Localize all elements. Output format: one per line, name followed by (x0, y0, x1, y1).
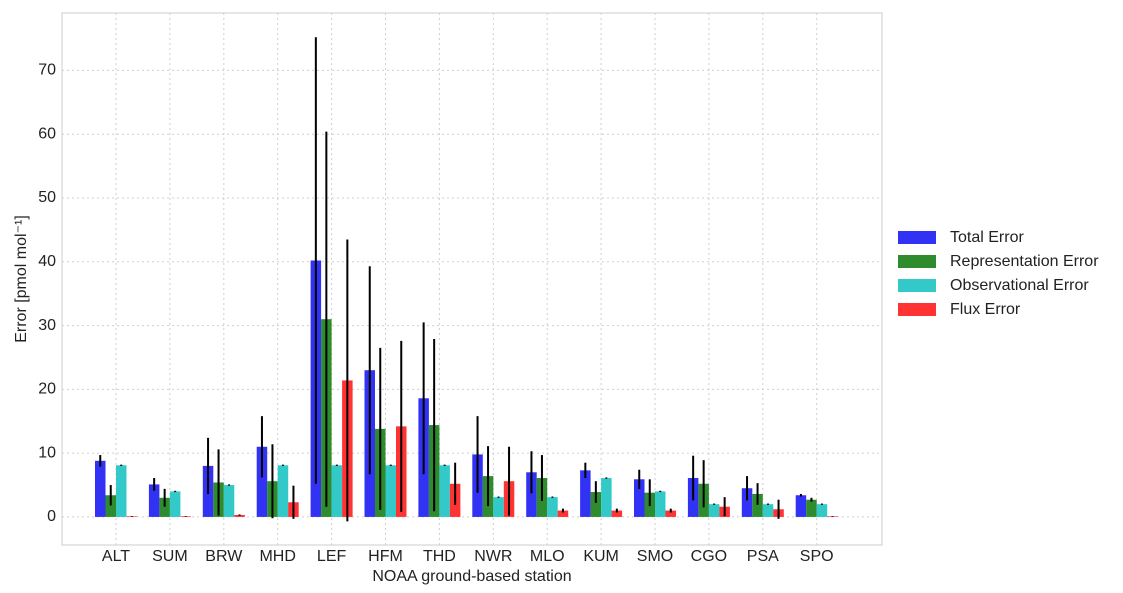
legend-swatch (898, 231, 936, 244)
bar (277, 465, 289, 517)
bar (256, 446, 268, 517)
y-tick-label: 0 (47, 508, 56, 525)
x-tick-label: SMO (637, 548, 673, 565)
legend-label: Representation Error (950, 253, 1099, 270)
y-tick-label: 70 (38, 62, 56, 79)
bar (385, 465, 396, 517)
bar (580, 470, 591, 517)
x-tick-label: THD (423, 548, 456, 565)
plot-frame (61, 12, 883, 546)
bar (148, 484, 160, 517)
x-tick-label: HFM (368, 548, 403, 565)
x-tick-label: MLO (530, 548, 565, 565)
bar (547, 497, 558, 517)
bar (795, 495, 807, 517)
x-tick-label: PSA (747, 548, 779, 565)
legend-label: Total Error (950, 229, 1024, 246)
x-tick-label: SPO (800, 548, 834, 565)
bar (655, 491, 666, 517)
legend-label: Flux Error (950, 301, 1021, 318)
bar (159, 497, 170, 517)
bar (526, 472, 537, 517)
y-tick-label: 50 (38, 189, 56, 206)
bar (816, 504, 828, 517)
legend-swatch (898, 279, 936, 292)
bar (752, 493, 763, 517)
x-tick-label: ALT (102, 548, 130, 565)
x-tick-label: BRW (205, 548, 243, 565)
bar (601, 478, 612, 517)
bar (169, 491, 181, 517)
x-tick-label: MHD (259, 548, 295, 565)
x-tick-label: CGO (691, 548, 727, 565)
x-tick-label: LEF (317, 548, 347, 565)
bar (105, 495, 116, 517)
x-tick-label: KUM (583, 548, 619, 565)
bar (806, 499, 817, 517)
x-axis-label: NOAA ground-based station (372, 568, 571, 585)
legend-swatch (898, 303, 936, 316)
y-tick-label: 40 (38, 253, 56, 270)
bar (234, 515, 245, 517)
bar (493, 497, 504, 517)
y-tick-label: 60 (38, 125, 56, 142)
x-tick-label: SUM (152, 548, 188, 565)
legend-label: Observational Error (950, 277, 1089, 294)
y-tick-label: 30 (38, 317, 56, 334)
bar (708, 504, 720, 517)
bar (331, 465, 343, 517)
y-tick-label: 20 (38, 381, 56, 398)
x-tick-label: NWR (474, 548, 512, 565)
bar (557, 510, 569, 517)
bar (116, 465, 127, 517)
bar (665, 510, 676, 517)
bar (590, 492, 602, 517)
bar (762, 504, 774, 517)
bar (439, 465, 450, 517)
bar (95, 460, 106, 517)
y-axis-label: Error [pmol mol⁻¹] (13, 215, 30, 343)
bar (741, 488, 753, 517)
y-tick-label: 10 (38, 444, 56, 461)
bar (634, 479, 645, 517)
legend-swatch (898, 255, 936, 268)
bar (611, 510, 623, 517)
bar (223, 485, 235, 517)
